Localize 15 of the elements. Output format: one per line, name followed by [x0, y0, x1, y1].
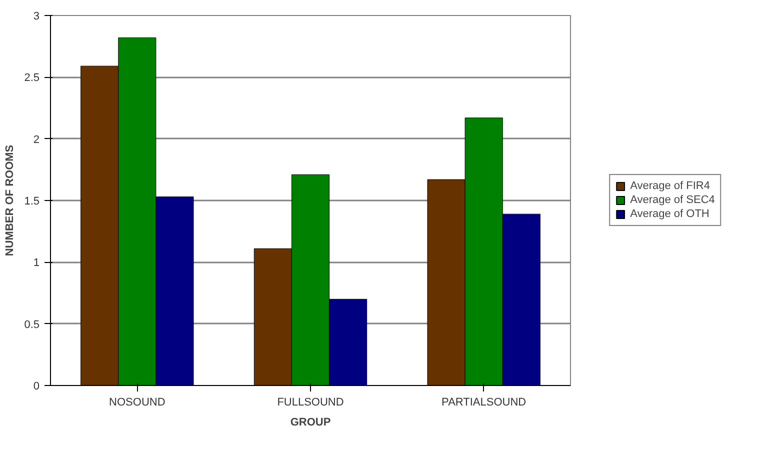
x-axis-title: GROUP [290, 416, 331, 428]
y-axis-title: NUMBER OF ROOMS [4, 144, 16, 256]
y-tick-label: 1.5 [24, 196, 40, 208]
y-tick-label: 1 [33, 257, 40, 270]
legend-label: Average of OTH [630, 208, 710, 220]
x-tick-label: PARTIALSOUND [442, 396, 526, 408]
y-tick-label: 0 [33, 380, 40, 392]
y-tick-label: 3 [33, 10, 40, 22]
legend-label: Average of SEC4 [630, 194, 715, 206]
x-tick-label: NOSOUND [109, 396, 166, 408]
y-tick-label: 2.5 [24, 72, 40, 84]
x-tick-label: FULLSOUND [277, 396, 344, 408]
y-tick-label: 0.5 [24, 318, 40, 331]
legend-label: Average of FIR4 [630, 180, 710, 192]
y-tick-label: 2 [33, 134, 40, 146]
